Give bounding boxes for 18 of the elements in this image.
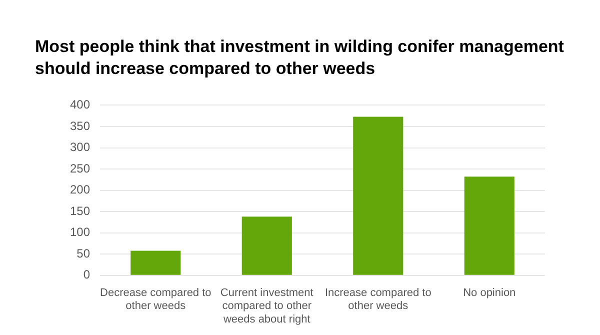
x-tick-label: No opinion bbox=[463, 287, 516, 300]
y-tick-label: 350 bbox=[70, 118, 90, 133]
y-tick-label: 200 bbox=[70, 182, 90, 197]
y-tick-label: 250 bbox=[70, 161, 90, 176]
y-tick-label: 150 bbox=[70, 204, 90, 218]
x-tick-label: Increase compared to other weeds bbox=[324, 287, 432, 312]
bar bbox=[130, 250, 181, 275]
y-tick-label: 400 bbox=[70, 98, 90, 112]
y-tick-label: 50 bbox=[76, 246, 90, 260]
y-tick-label: 300 bbox=[70, 140, 90, 154]
x-tick-label: Decrease compared to other weeds bbox=[100, 287, 212, 312]
bar bbox=[464, 176, 514, 275]
y-tick-label: 100 bbox=[70, 225, 90, 240]
chart-title: Most people think that investment in wilding conifer management should increase compared to other weeds bbox=[35, 36, 565, 80]
y-tick-label: 0 bbox=[83, 268, 90, 282]
bar bbox=[353, 116, 404, 275]
bar bbox=[242, 216, 292, 275]
x-tick-label: Current investment compared to other weeds about right bbox=[220, 287, 314, 326]
